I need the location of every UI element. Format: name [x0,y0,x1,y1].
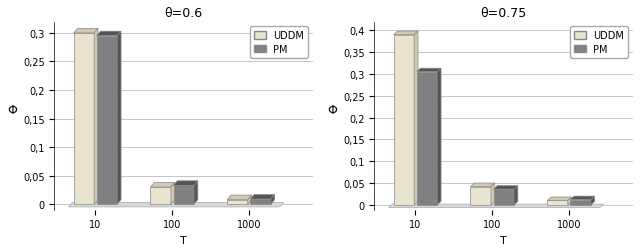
Polygon shape [94,29,98,204]
Polygon shape [591,196,595,205]
Polygon shape [227,200,248,204]
Polygon shape [437,69,441,205]
Polygon shape [394,36,414,205]
Polygon shape [248,195,252,204]
Polygon shape [491,183,495,205]
Y-axis label: Φ: Φ [7,103,17,116]
Polygon shape [394,32,418,36]
Polygon shape [250,195,275,199]
Polygon shape [227,195,252,200]
Polygon shape [470,183,495,187]
Polygon shape [417,69,441,72]
Polygon shape [250,199,271,204]
Title: θ=0.75: θ=0.75 [481,7,527,20]
Polygon shape [547,197,572,201]
Y-axis label: Φ: Φ [327,103,337,116]
Title: θ=0.6: θ=0.6 [164,7,203,20]
X-axis label: T: T [500,235,507,245]
Polygon shape [470,187,491,205]
Polygon shape [514,186,518,205]
Polygon shape [173,186,194,204]
Polygon shape [417,72,437,205]
Polygon shape [388,204,604,208]
Polygon shape [547,201,568,205]
Polygon shape [414,32,418,205]
Polygon shape [97,32,121,37]
Polygon shape [493,190,514,205]
Legend: UDDM, PM: UDDM, PM [250,27,308,59]
Polygon shape [493,186,518,190]
Polygon shape [570,196,595,200]
Polygon shape [568,197,572,205]
Polygon shape [150,187,171,204]
Polygon shape [74,34,94,204]
Polygon shape [194,181,198,204]
Polygon shape [68,203,284,207]
Legend: UDDM, PM: UDDM, PM [570,27,628,59]
Polygon shape [97,37,117,204]
Polygon shape [173,181,198,186]
Polygon shape [570,200,591,205]
Polygon shape [150,183,175,187]
Polygon shape [271,195,275,204]
X-axis label: T: T [180,235,187,245]
Polygon shape [74,29,98,34]
Polygon shape [171,183,175,204]
Polygon shape [117,32,121,204]
